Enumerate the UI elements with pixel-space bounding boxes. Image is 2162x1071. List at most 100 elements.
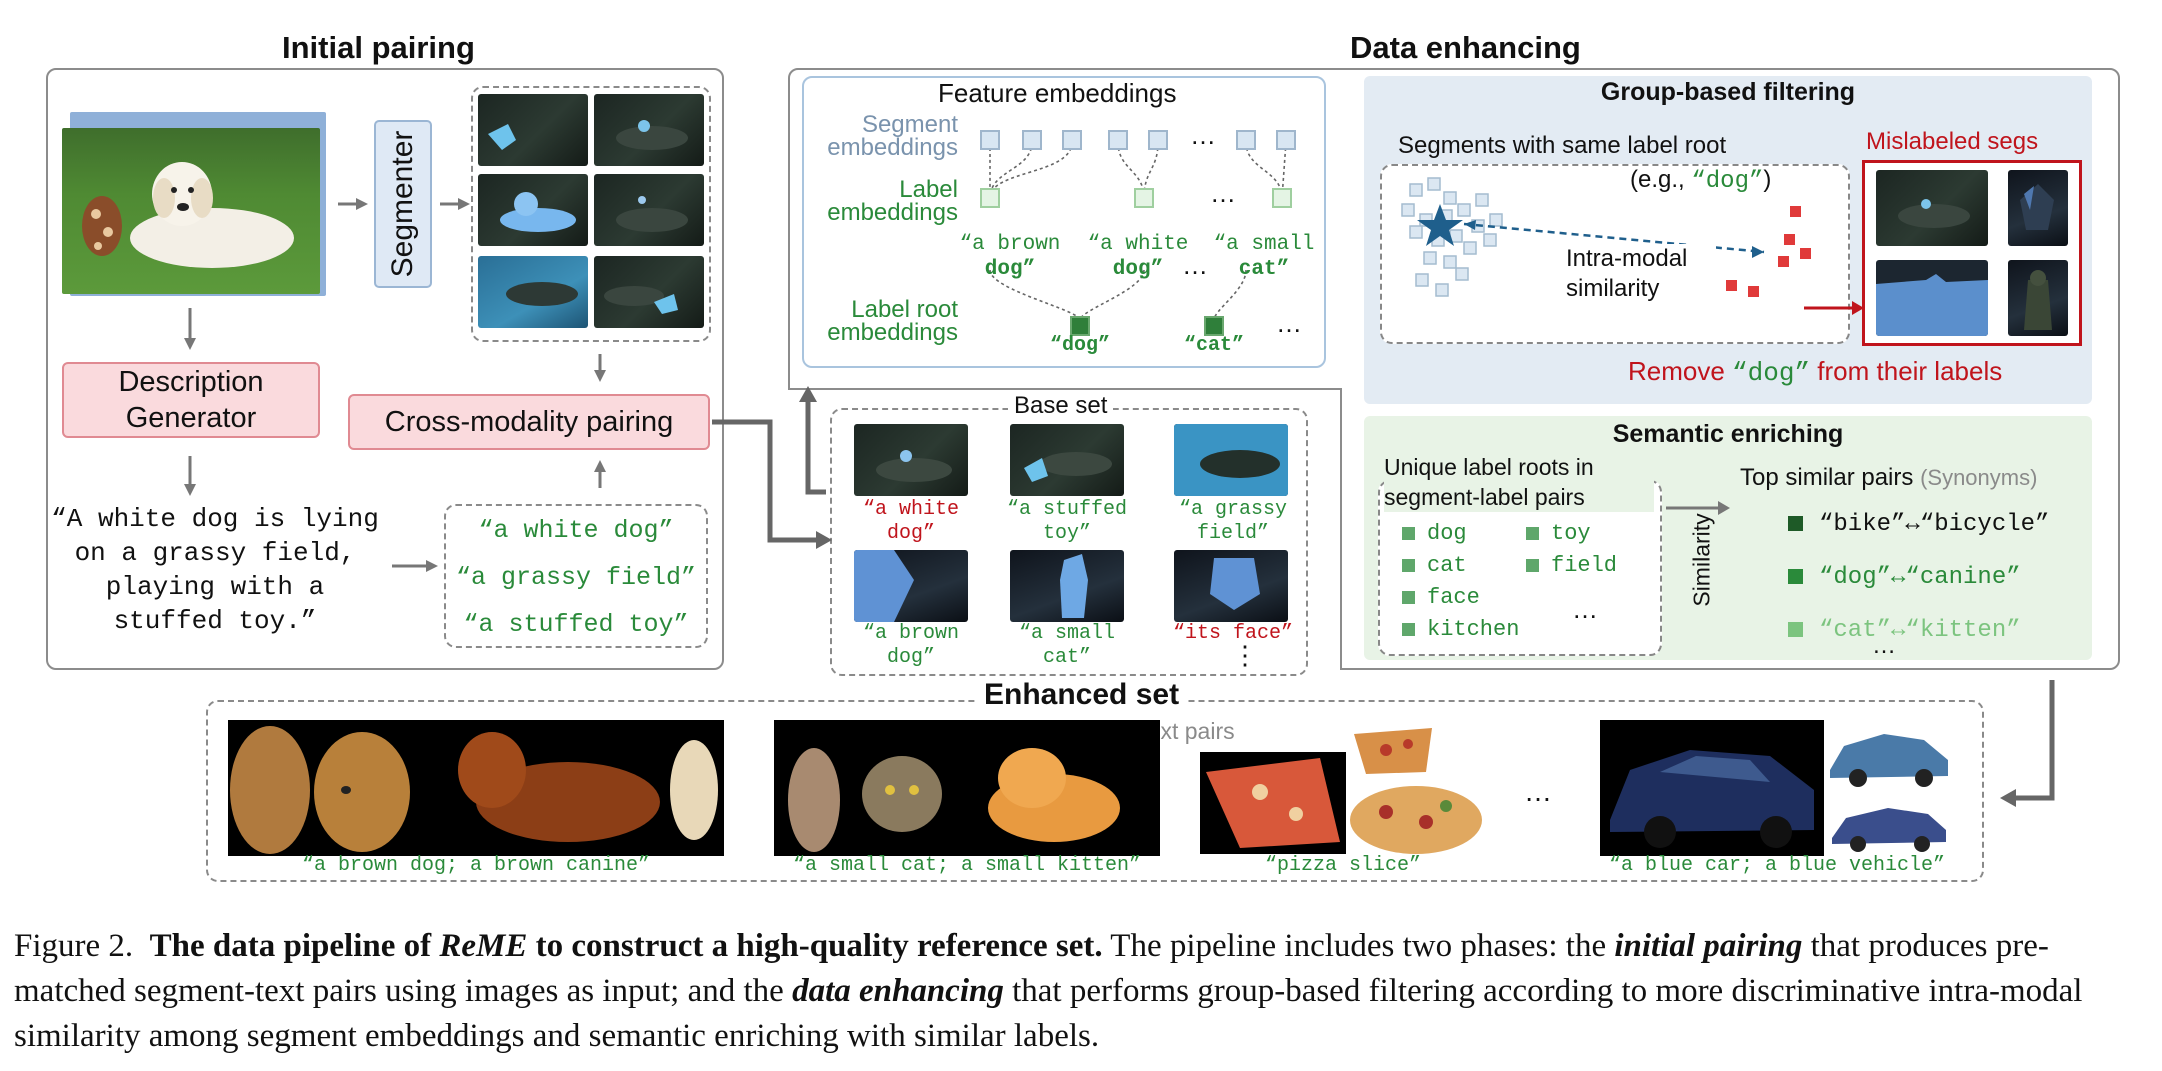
segment-embedding-square <box>980 130 1000 150</box>
enhanced-set-title: Enhanced set <box>976 678 1188 712</box>
pizza-slice-image <box>1346 720 1444 780</box>
similarity-arrow <box>1666 501 1730 515</box>
similar-pairs-list: “bike”↔“bicycle” “dog”↔“canine” “cat”↔“k… <box>1788 498 2049 657</box>
group-filtering-title: Group-based filtering <box>1600 78 1856 106</box>
label-text: “a brown dog” <box>959 233 1061 281</box>
base-caption: “a brown dog” <box>862 622 959 669</box>
figure-caption: Figure 2. The data pipeline of ReME to c… <box>14 928 2083 1054</box>
segment-embedding-square <box>1108 130 1128 150</box>
dog-group-image <box>228 720 724 856</box>
pizza-slice-image <box>1346 782 1486 856</box>
initial-pairing-title: Initial pairing <box>282 30 475 65</box>
root-item: toy <box>1526 518 1617 550</box>
segment-embeddings-ellipsis: … <box>1190 120 1216 150</box>
mislabeled-thumb <box>2008 260 2068 336</box>
intra-modal-label: Intra-modal similarity <box>1566 244 1716 304</box>
caption-label: Figure 2. <box>14 928 134 964</box>
car-group-image <box>1824 796 1954 856</box>
remove-arrow <box>1804 301 1864 315</box>
mislabeled-thumb <box>1876 260 1988 336</box>
phrases-box <box>444 504 708 648</box>
base-set-ellipsis: ⋮ <box>1232 640 1258 670</box>
segment-embeddings-label: Segment embeddings <box>827 111 958 161</box>
pairs-ellipsis: … <box>1872 632 1896 659</box>
root-embedding-square <box>1070 316 1090 336</box>
base-thumb <box>854 424 968 496</box>
similar-pair: “dog”↔“canine” <box>1788 551 2049 604</box>
similar-pair: “cat”↔“kitten” <box>1788 604 2049 657</box>
description-text: “A white dog is lying on a grassy field,… <box>51 504 379 636</box>
segment-thumb <box>478 174 588 246</box>
base-thumb <box>1174 424 1288 496</box>
segment-cluster <box>1401 177 1811 297</box>
segment-thumb <box>594 94 704 166</box>
label-embedding-square <box>1134 188 1154 208</box>
segment-thumb <box>478 94 588 166</box>
segment-embedding-square <box>1062 130 1082 150</box>
label-embedding-square <box>980 188 1000 208</box>
description-generator-box: Description Generator <box>62 362 320 438</box>
data-enhancing-panel <box>788 68 2120 670</box>
semantic-enriching-title: Semantic enriching <box>1612 420 1844 448</box>
segmenter-box <box>374 120 432 288</box>
cross-modality-pairing-box: Cross-modality pairing <box>348 394 710 450</box>
root-text-dog: “dog” <box>1049 334 1110 357</box>
car-group-image <box>1600 720 1824 856</box>
base-caption: “its face” <box>1172 622 1294 645</box>
top-pairs-title: Top similar pairs (Synonyms) <box>1740 464 2038 491</box>
base-thumb <box>1010 424 1124 496</box>
phrase-item: “a stuffed toy” <box>463 610 689 639</box>
mislabeled-thumb <box>1876 170 1988 246</box>
same-root-label: Segments with same label root <box>1398 132 1727 159</box>
panel-notch-edge <box>1340 388 1342 670</box>
input-photo <box>62 128 320 294</box>
remove-text: Remove “dog” from their labels <box>1628 356 2003 388</box>
same-root-example: (e.g., “dog”) <box>1630 166 1772 195</box>
label-text-ellipsis: … <box>1182 250 1208 280</box>
segment-thumb <box>594 174 704 246</box>
roots-column-1: dog cat face kitchen <box>1402 518 1519 646</box>
segment-embedding-square <box>1276 130 1296 150</box>
feature-embeddings-title: Feature embeddings <box>938 78 1177 108</box>
root-item: kitchen <box>1402 614 1519 646</box>
base-caption: “a small cat” <box>1018 622 1115 669</box>
root-text-cat: “cat” <box>1183 334 1244 357</box>
cat-group-image <box>774 720 1160 856</box>
caption-bold: The data pipeline of ReME to construct a… <box>149 928 1103 964</box>
phrase-item: “a grassy field” <box>455 563 697 592</box>
initial-pairing-panel <box>46 68 724 670</box>
base-thumb <box>1174 550 1288 622</box>
base-caption: “a white dog” <box>862 498 959 545</box>
mislabeled-title: Mislabeled segs <box>1866 128 2039 155</box>
root-item: face <box>1402 582 1519 614</box>
segment-grid <box>471 86 711 342</box>
car-group-image <box>1824 720 1954 792</box>
base-caption: “a grassy field” <box>1178 498 1288 545</box>
phrase-item: “a white dog” <box>478 516 674 545</box>
pizza-slice-image <box>1200 752 1346 854</box>
panel-notch-edge <box>788 388 1342 390</box>
roots-column-2: toy field <box>1526 518 1617 582</box>
segment-thumb <box>594 256 704 328</box>
root-item: dog <box>1402 518 1519 550</box>
root-item: field <box>1526 550 1617 582</box>
segment-embedding-square <box>1148 130 1168 150</box>
root-embedding-square <box>1204 316 1224 336</box>
label-text: “a white dog” <box>1087 233 1189 281</box>
enhanced-caption: “a brown dog; a brown canine” <box>301 854 651 877</box>
similar-pair: “bike”↔“bicycle” <box>1788 498 2049 551</box>
label-embeddings-label: Label embeddings <box>827 176 958 226</box>
roots-ellipsis: … <box>1572 594 1598 624</box>
base-set-title: Base set <box>1008 392 1114 420</box>
feature-embeddings-panel <box>802 76 1326 368</box>
segment-embedding-square <box>1022 130 1042 150</box>
root-item: cat <box>1402 550 1519 582</box>
label-embedding-square <box>1272 188 1292 208</box>
base-caption: “a stuffed toy” <box>1006 498 1128 545</box>
enhanced-caption: “a small cat; a small kitten” <box>792 854 1142 877</box>
segment-embedding-square <box>1236 130 1256 150</box>
root-ellipsis: … <box>1276 308 1302 338</box>
enhanced-set-ellipsis: … <box>1524 776 1552 807</box>
data-enhancing-title: Data enhancing <box>1350 30 1581 65</box>
